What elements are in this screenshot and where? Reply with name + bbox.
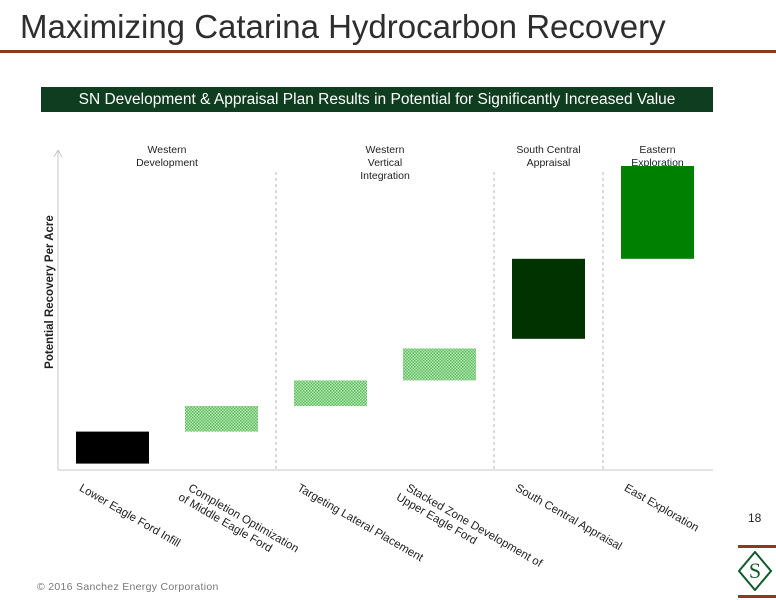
logo-rule-top [738,545,776,548]
x-tick-label: South Central Appraisal [513,482,624,553]
x-tick-label: East Exploration [622,482,701,534]
copyright-footer: © 2016 Sanchez Energy Corporation [37,581,219,593]
y-axis-arrow [53,149,59,158]
chart-axes [53,149,713,471]
logo-rule-bottom [738,595,776,598]
y-axis-label: Potential Recovery Per Acre [44,215,56,369]
company-logo-letter: S [749,558,761,583]
page-title: Maximizing Catarina Hydrocarbon Recovery [20,8,666,45]
x-tick-label: Lower Eagle Ford Infill [77,482,182,550]
section-header: Western Development [136,144,198,169]
section-header: Eastern Exploration [631,144,684,169]
bar-4 [403,348,476,381]
company-logo: S [738,551,772,591]
title-underline [0,50,776,53]
bar-2 [185,406,258,432]
section-header: Western Vertical Integration [360,144,410,182]
summary-banner: SN Development & Appraisal Plan Results … [41,87,713,112]
y-axis-arrow [57,149,63,158]
page-number: 18 [748,511,762,525]
section-header: South Central Appraisal [516,144,580,169]
bar-5 [512,258,585,339]
bar-1 [76,431,149,464]
bar-6 [621,166,694,259]
bar-3 [294,380,367,406]
x-tick-label: Completion Optimizationof Middle Eagle F… [176,480,300,566]
